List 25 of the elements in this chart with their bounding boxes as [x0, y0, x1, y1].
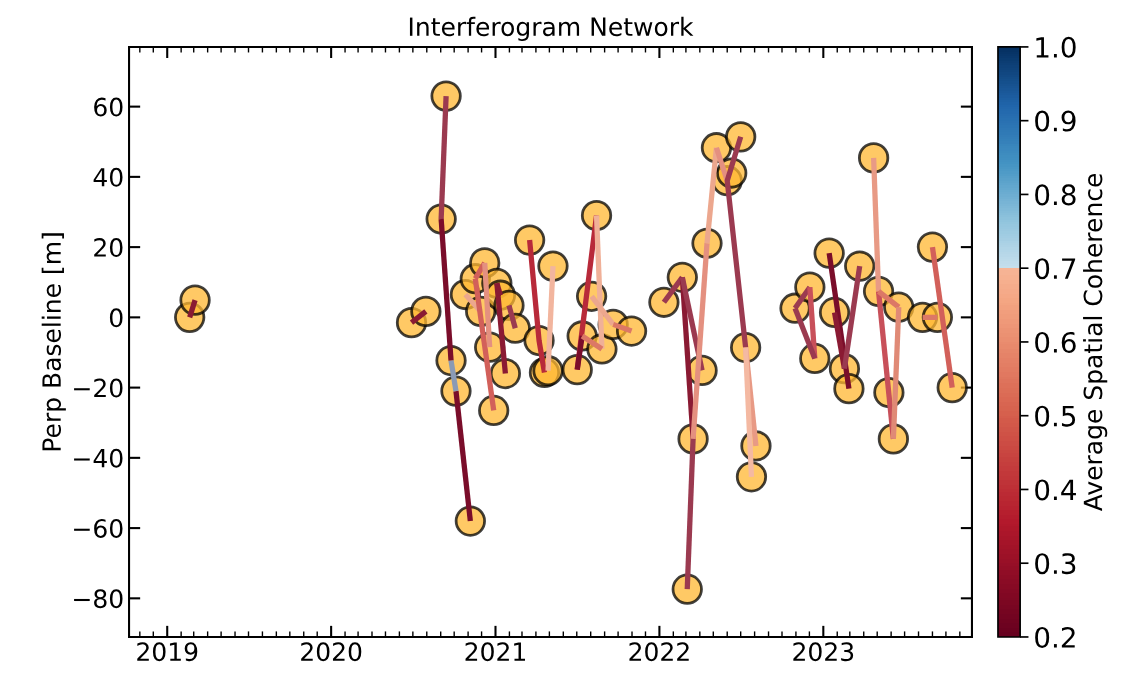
y-tick-label: 40 — [93, 167, 123, 187]
y-tick-label: −80 — [74, 589, 123, 609]
chart-title: Interferogram Network — [409, 16, 694, 42]
y-tick-label: 60 — [94, 97, 123, 117]
color-bar-label: 0.6 — [1035, 331, 1076, 353]
color-bar-label: 0.9 — [1035, 110, 1076, 132]
x-tick-label: 2022 — [629, 642, 689, 662]
color-bar-label: 0.2 — [1035, 626, 1075, 648]
x-tick-label: 2021 — [465, 642, 525, 662]
y-tick-label: 0 — [109, 308, 123, 328]
x-tick-label: 2019 — [137, 642, 198, 662]
y-tick-label: −20 — [74, 378, 123, 398]
x-tick-label: 2020 — [301, 642, 362, 662]
y-tick-label: 20 — [94, 238, 123, 257]
color-bar-label: 0.4 — [1035, 479, 1076, 501]
color-bar-label: 0.8 — [1035, 184, 1076, 206]
x-tick-label: 2023 — [793, 642, 854, 662]
y-axis-title: Perp Baseline [m] — [41, 233, 66, 451]
color-bar-label: 0.7 — [1035, 258, 1076, 280]
color-bar-label: 0.5 — [1035, 405, 1076, 427]
color-bar-label: 1.0 — [1036, 36, 1076, 58]
y-tick-label: −60 — [74, 519, 123, 538]
y-tick-label: −40 — [74, 448, 123, 468]
color-bar-title: Average Spatial Coherence — [1083, 173, 1108, 512]
color-bar-label: 0.3 — [1035, 553, 1076, 575]
